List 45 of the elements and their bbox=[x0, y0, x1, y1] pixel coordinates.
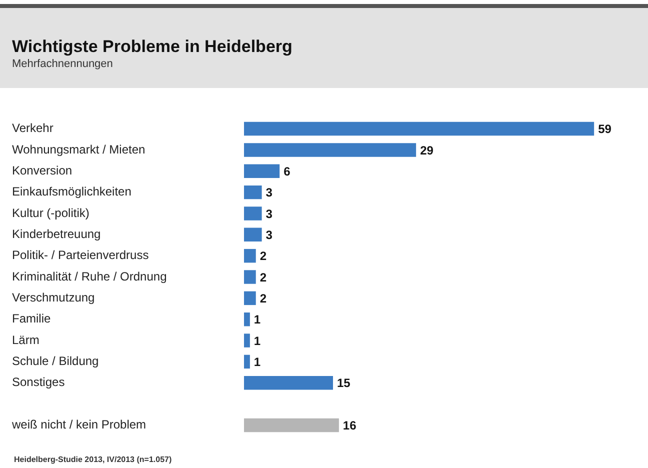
bar bbox=[244, 291, 256, 306]
data-label: 3 bbox=[266, 206, 273, 221]
y-tick-label: Wohnungsmarkt / Mieten bbox=[12, 142, 146, 156]
data-label: 1 bbox=[254, 355, 261, 370]
y-tick-label: Schule / Bildung bbox=[12, 354, 99, 368]
data-label: 15 bbox=[337, 376, 351, 390]
data-label: 3 bbox=[266, 186, 273, 200]
text: Heidelberg-Studie 2013, IV/2013 (n=1.057) bbox=[14, 455, 172, 464]
y-tick-label: Verkehr bbox=[12, 121, 54, 136]
y-tick-label: Einkaufsmöglichkeiten bbox=[12, 184, 132, 199]
bar bbox=[244, 334, 250, 348]
data-label: 1 bbox=[254, 312, 261, 327]
bar bbox=[244, 418, 339, 432]
bar bbox=[244, 248, 256, 263]
data-label: 1 bbox=[254, 334, 261, 348]
bar bbox=[244, 354, 250, 369]
y-tick-label: Familie bbox=[12, 312, 51, 326]
y-tick-label: Politik- / Parteienverdruss bbox=[12, 248, 149, 262]
bar bbox=[244, 270, 256, 284]
y-tick-label: Lärm bbox=[12, 332, 40, 347]
data-label: 2 bbox=[260, 249, 267, 264]
data-label: 2 bbox=[260, 291, 267, 306]
data-label: 59 bbox=[598, 122, 612, 136]
y-tick-label: Kultur (-politik) bbox=[12, 206, 90, 220]
text: Mehrfachnennungen bbox=[12, 58, 114, 70]
chart-title: Wichtigste Probleme in Heidelberg bbox=[12, 37, 294, 57]
y-tick-label: Kinderbetreuung bbox=[12, 226, 101, 241]
bar bbox=[244, 206, 262, 220]
y-tick-label: Kriminalität / Ruhe / Ordnung bbox=[12, 269, 167, 284]
bar bbox=[244, 312, 250, 326]
bar bbox=[244, 185, 262, 200]
bar bbox=[244, 376, 333, 390]
data-label: 29 bbox=[420, 143, 434, 158]
data-label: 3 bbox=[266, 228, 273, 242]
data-label: 2 bbox=[260, 270, 267, 284]
data-label: 6 bbox=[284, 164, 291, 178]
bar bbox=[244, 228, 262, 242]
bar bbox=[244, 122, 594, 136]
bar bbox=[244, 164, 280, 178]
data-label: 16 bbox=[342, 418, 357, 433]
y-tick-label: Verschmutzung bbox=[12, 290, 95, 304]
y-tick-label: Sonstiges bbox=[12, 375, 65, 390]
y-tick-label: weiß nicht / kein Problem bbox=[11, 418, 146, 432]
y-tick-label: Konversion bbox=[12, 163, 72, 178]
bar bbox=[244, 143, 416, 157]
